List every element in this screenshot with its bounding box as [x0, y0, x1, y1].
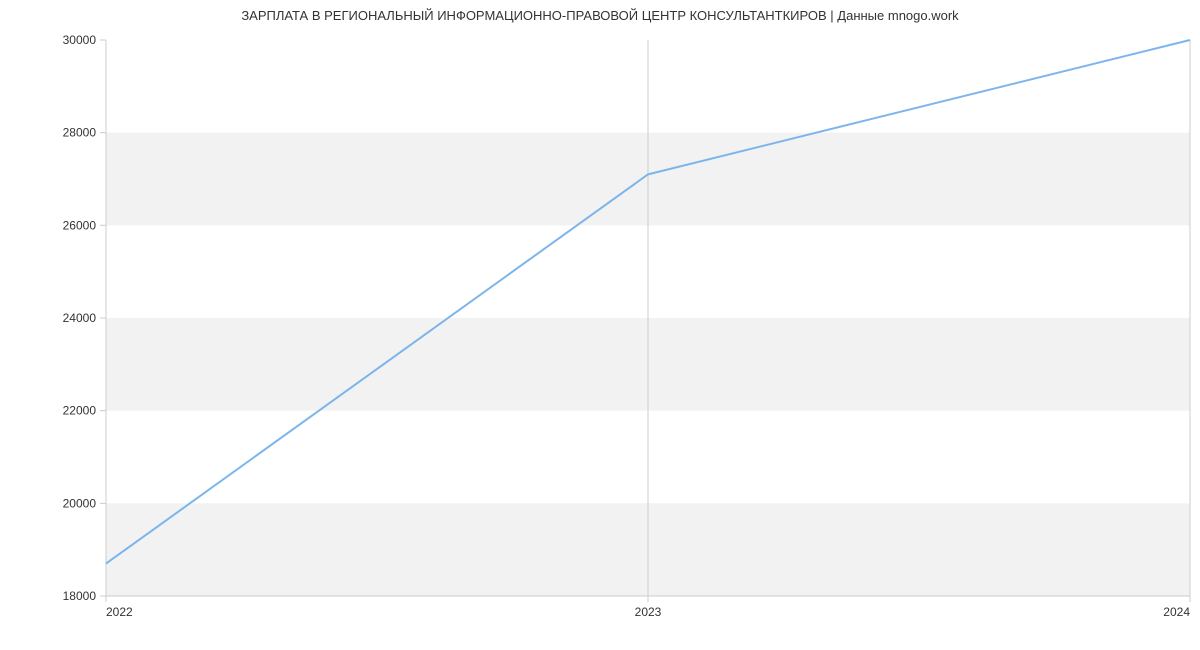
- x-tick-label: 2023: [635, 605, 662, 619]
- y-tick-label: 30000: [63, 33, 97, 47]
- chart-svg: 18000 20000 22000 24000 26000 28000 30000 2022 2…: [0, 0, 1200, 650]
- y-tick-label: 22000: [63, 404, 97, 418]
- salary-line-chart: ЗАРПЛАТА В РЕГИОНАЛЬНЫЙ ИНФОРМАЦИОННО-ПР…: [0, 0, 1200, 650]
- y-tick-label: 28000: [63, 126, 97, 140]
- y-tick-label: 20000: [63, 496, 97, 510]
- y-tick-label: 26000: [63, 218, 97, 232]
- y-tick-label: 18000: [63, 589, 97, 603]
- y-tick-label: 24000: [63, 311, 97, 325]
- x-tick-label: 2024: [1163, 605, 1190, 619]
- x-tick-label: 2022: [106, 605, 133, 619]
